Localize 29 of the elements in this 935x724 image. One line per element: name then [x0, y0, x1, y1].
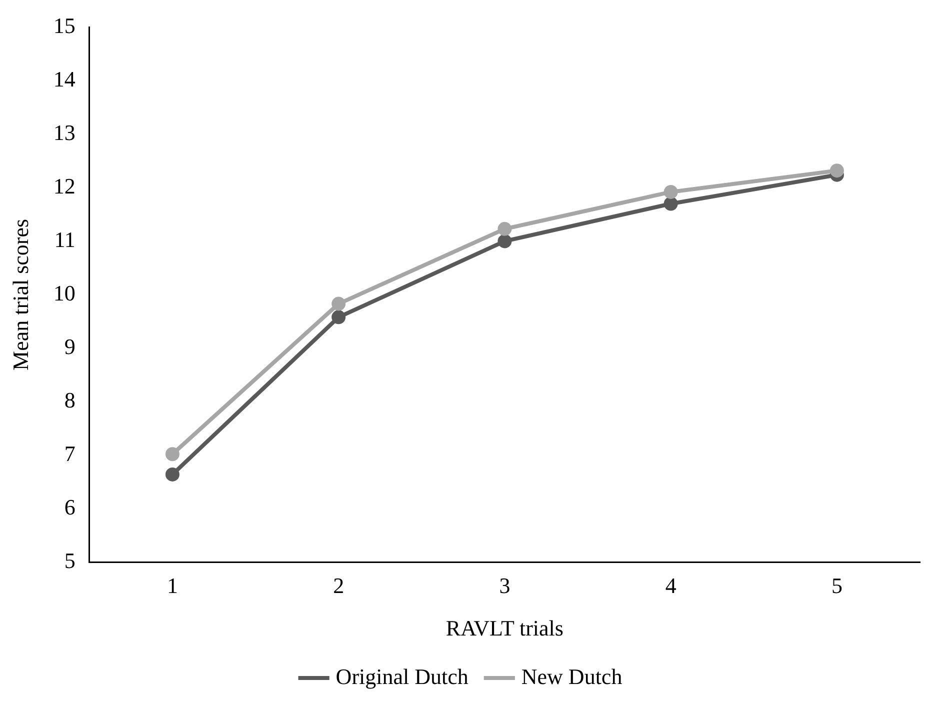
y-tick-label: 5 [64, 548, 76, 573]
y-tick-label: 7 [64, 440, 76, 466]
x-tick-label: 4 [665, 573, 676, 598]
point [332, 310, 346, 324]
y-tick-label: 10 [53, 280, 76, 306]
x-tick-label: 2 [333, 573, 344, 598]
y-tick-label: 14 [53, 66, 76, 92]
point [165, 467, 180, 482]
legend-label: Original Dutch [336, 664, 468, 689]
point [165, 447, 180, 462]
point [664, 196, 678, 211]
point [664, 184, 678, 199]
x-tick-label: 5 [831, 573, 842, 598]
y-tick-label: 8 [64, 387, 76, 412]
y-tick-label: 6 [64, 494, 76, 520]
point [498, 222, 512, 236]
x-axis-title: RAVLT trials [446, 616, 564, 641]
point [332, 296, 346, 311]
x-tick-label: 1 [166, 573, 178, 598]
y-tick-label: 13 [53, 120, 76, 145]
y-tick-label: 12 [53, 173, 76, 198]
point [498, 234, 512, 248]
y-axis-title: Mean trial scores [8, 218, 33, 370]
point [830, 164, 844, 178]
legend-label: New Dutch [521, 664, 622, 689]
y-tick-label: 15 [53, 12, 76, 38]
y-tick-label: 9 [64, 334, 76, 359]
x-tick-label: 3 [499, 573, 510, 598]
y-tick-label: 11 [54, 226, 76, 252]
